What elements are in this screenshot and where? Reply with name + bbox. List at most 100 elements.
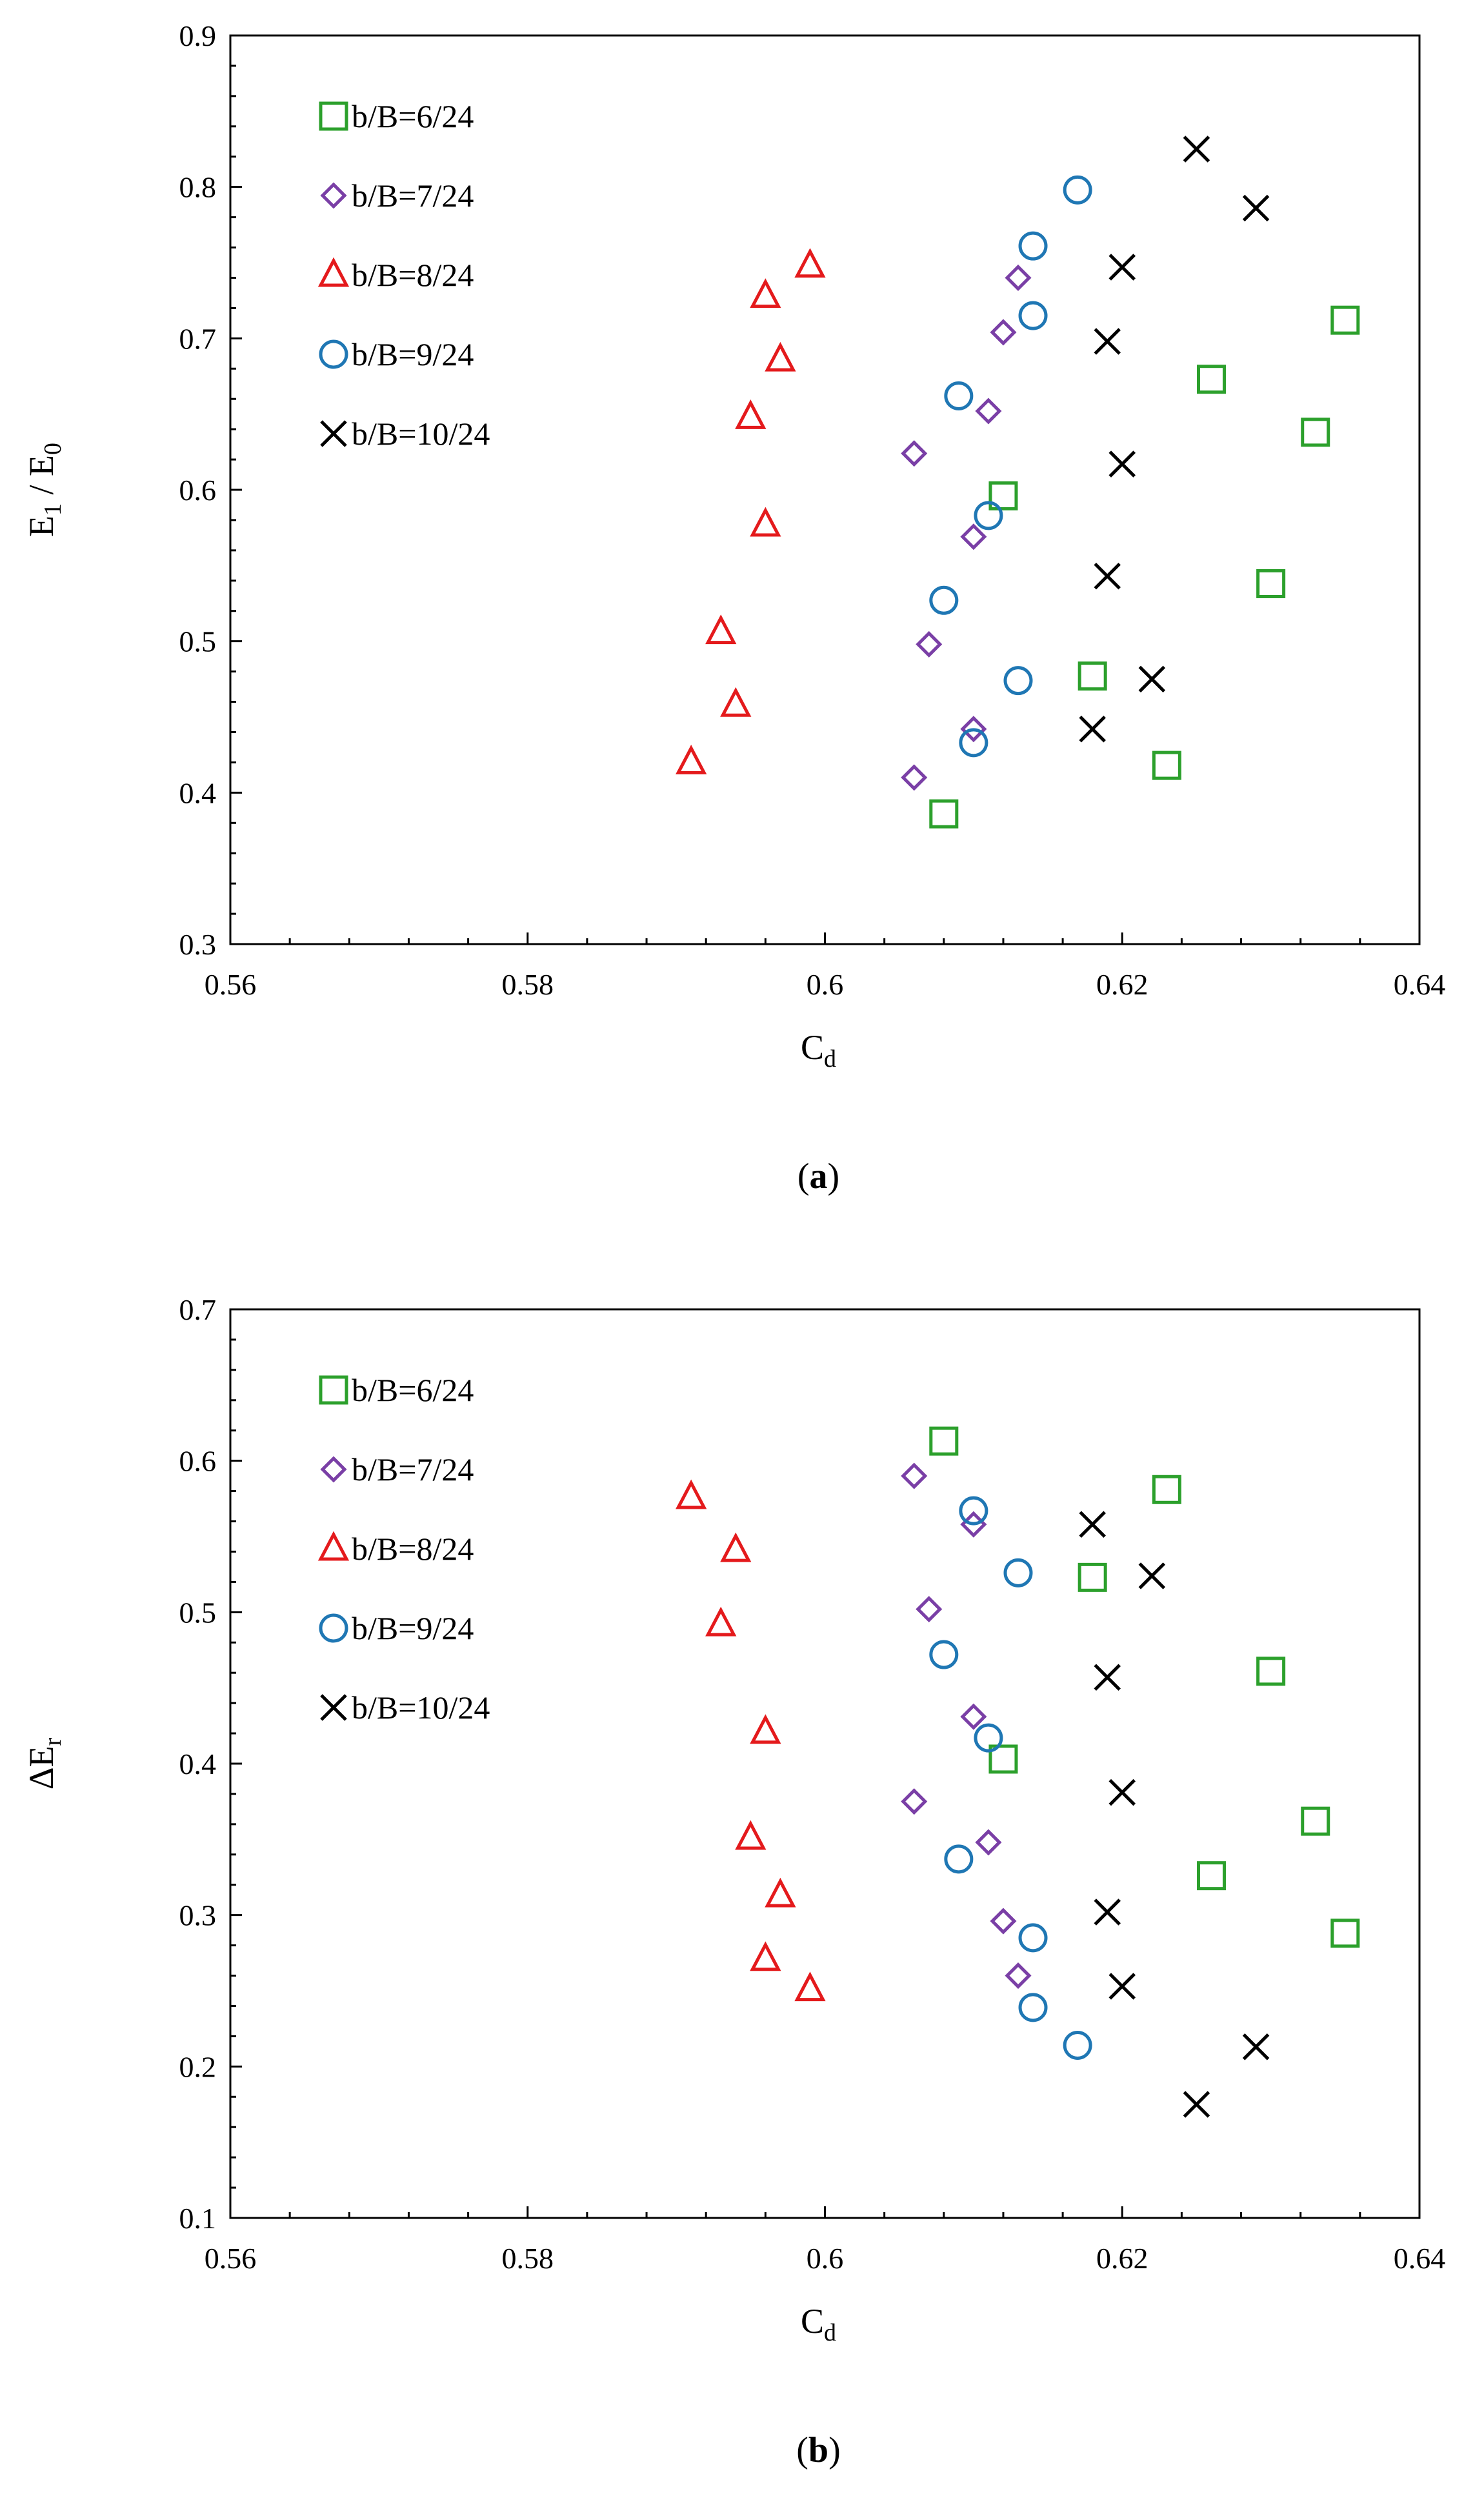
x-tick-label-a: 0.56 bbox=[205, 968, 257, 1001]
data-point-circle bbox=[959, 728, 988, 758]
legend-label: b/B=6/24 bbox=[352, 98, 474, 134]
data-point-square bbox=[1256, 569, 1286, 598]
series-b-1 bbox=[901, 1462, 1032, 1989]
legend-label: b/B=10/24 bbox=[352, 1689, 490, 1726]
data-point-diamond bbox=[975, 398, 1002, 425]
series-b-3 bbox=[929, 1496, 1092, 2060]
legend-marker-diamond bbox=[320, 182, 347, 209]
x-tick-label-b: 0.6 bbox=[807, 2242, 844, 2275]
data-point-circle bbox=[974, 1723, 1003, 1753]
data-point-square bbox=[1152, 750, 1181, 780]
x-tick-label-b: 0.64 bbox=[1394, 2242, 1446, 2275]
legend-marker-cross bbox=[320, 420, 347, 447]
data-point-diamond bbox=[990, 1908, 1017, 1935]
data-point-square bbox=[929, 799, 959, 829]
data-point-diamond bbox=[960, 523, 987, 550]
data-point-cross bbox=[1094, 562, 1121, 590]
data-point-triangle bbox=[794, 1971, 826, 2002]
data-point-square bbox=[1078, 1562, 1107, 1592]
data-point-triangle bbox=[676, 745, 707, 774]
data-point-triangle bbox=[750, 507, 781, 537]
data-point-cross bbox=[1183, 136, 1210, 163]
series-b-2 bbox=[676, 1479, 826, 2002]
y-tick-label-b: 0.7 bbox=[179, 1293, 217, 1326]
data-point-cross bbox=[1108, 450, 1136, 478]
x-tick-label-b: 0.62 bbox=[1096, 2242, 1148, 2275]
series-b-0 bbox=[929, 1426, 1360, 1948]
data-point-circle bbox=[1063, 2030, 1092, 2060]
data-point-cross bbox=[1108, 1778, 1136, 1806]
series-a-0 bbox=[929, 305, 1360, 829]
y-tick-label-b: 0.4 bbox=[179, 1748, 217, 1780]
y-tick-label-b: 0.2 bbox=[179, 2050, 217, 2083]
x-tick-label-b: 0.56 bbox=[205, 2242, 257, 2275]
data-point-square bbox=[1330, 1919, 1360, 1948]
data-point-square bbox=[929, 1426, 959, 1456]
x-axis-label-a: Cd bbox=[801, 1028, 836, 1073]
legend-label: b/B=8/24 bbox=[352, 1531, 474, 1567]
plot-area-a bbox=[229, 34, 1421, 945]
series-a-1 bbox=[901, 264, 1032, 791]
data-point-diamond bbox=[901, 1462, 928, 1489]
data-point-circle bbox=[974, 501, 1003, 530]
legend-label: b/B=9/24 bbox=[352, 336, 474, 372]
data-point-circle bbox=[1018, 301, 1048, 330]
legend-marker-square bbox=[319, 1375, 348, 1405]
data-point-square bbox=[1256, 1657, 1286, 1686]
data-point-circle bbox=[929, 1640, 959, 1669]
data-point-square bbox=[1078, 661, 1107, 691]
data-point-square bbox=[988, 1744, 1018, 1774]
data-point-square bbox=[988, 481, 1018, 510]
panel-caption-a: (a) bbox=[797, 1156, 839, 1196]
legend-label: b/B=9/24 bbox=[352, 1610, 474, 1646]
panel-b: 0.1 0.2 0.3 0.4 0.5 0.6 0.7 0.56 0.58 0.6 0.62 0.64… bbox=[22, 1293, 1445, 2470]
data-point-square bbox=[1196, 1861, 1226, 1891]
legend-marker-triangle bbox=[317, 1531, 350, 1561]
data-point-cross bbox=[1094, 1664, 1121, 1691]
data-point-triangle bbox=[750, 1714, 781, 1744]
data-point-diamond bbox=[901, 1788, 928, 1815]
y-tick-label-a: 0.7 bbox=[179, 322, 217, 355]
x-tick-label-a: 0.6 bbox=[807, 968, 844, 1001]
data-point-cross bbox=[1094, 328, 1121, 355]
data-point-diamond bbox=[990, 319, 1017, 346]
data-point-circle bbox=[1018, 231, 1048, 261]
legend-a: b/B=6/24 b/B=7/24 b/B=8/24 b/B=9/24 b/B=10/2… bbox=[317, 98, 490, 452]
data-point-diamond bbox=[901, 440, 928, 467]
data-point-square bbox=[1152, 1475, 1181, 1504]
y-tick-label-a: 0.9 bbox=[179, 19, 217, 52]
data-point-square bbox=[1330, 305, 1360, 335]
data-point-triangle bbox=[765, 1877, 796, 1908]
data-point-circle bbox=[929, 585, 959, 615]
data-point-triangle bbox=[765, 341, 796, 372]
legend-marker-circle bbox=[319, 1613, 348, 1643]
data-point-cross bbox=[1108, 1973, 1136, 2000]
y-tick-label-a: 0.6 bbox=[179, 474, 217, 507]
y-tick-label-b: 0.1 bbox=[179, 2202, 217, 2235]
data-point-triangle bbox=[720, 1532, 752, 1562]
series-a-2 bbox=[676, 248, 826, 774]
data-point-triangle bbox=[705, 614, 737, 645]
x-tick-label-a: 0.62 bbox=[1096, 968, 1148, 1001]
data-point-cross bbox=[1079, 1511, 1106, 1538]
data-point-circle bbox=[959, 1496, 988, 1526]
legend-marker-circle bbox=[319, 339, 348, 369]
data-point-circle bbox=[1063, 175, 1092, 205]
legend-marker-diamond bbox=[320, 1456, 347, 1483]
data-point-diamond bbox=[916, 630, 943, 658]
data-point-triangle bbox=[750, 1941, 781, 1971]
data-point-triangle bbox=[705, 1606, 737, 1637]
legend-marker-cross bbox=[320, 1694, 347, 1721]
data-point-cross bbox=[1242, 194, 1270, 222]
x-tick-label-b: 0.58 bbox=[502, 2242, 554, 2275]
legend-label: b/B=10/24 bbox=[352, 416, 490, 452]
y-tick-label-b: 0.5 bbox=[179, 1596, 217, 1629]
series-a-4 bbox=[1079, 136, 1270, 743]
data-point-cross bbox=[1183, 2091, 1210, 2118]
panel-caption-b: (b) bbox=[796, 2430, 840, 2470]
data-point-square bbox=[1301, 1806, 1330, 1836]
data-point-cross bbox=[1138, 1562, 1166, 1589]
x-tick-label-a: 0.58 bbox=[502, 968, 554, 1001]
data-point-circle bbox=[1003, 666, 1033, 696]
